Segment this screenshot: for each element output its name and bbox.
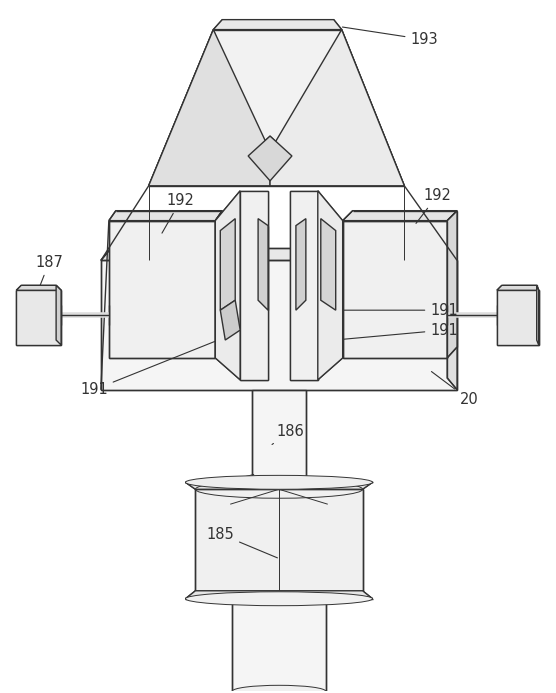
Polygon shape	[497, 286, 539, 290]
Text: 192: 192	[162, 193, 195, 233]
Polygon shape	[109, 220, 215, 358]
Text: 186: 186	[272, 424, 304, 444]
Polygon shape	[342, 220, 447, 358]
Polygon shape	[240, 191, 268, 380]
Text: 20: 20	[431, 371, 478, 407]
Polygon shape	[16, 290, 61, 345]
Text: 191: 191	[337, 322, 458, 340]
Polygon shape	[290, 191, 318, 380]
Polygon shape	[186, 590, 373, 599]
Polygon shape	[258, 219, 268, 310]
Polygon shape	[215, 191, 240, 380]
Text: 191: 191	[80, 341, 216, 397]
Text: 192: 192	[416, 188, 451, 223]
Polygon shape	[537, 286, 539, 345]
Polygon shape	[252, 389, 306, 489]
Polygon shape	[220, 300, 240, 340]
Polygon shape	[214, 19, 342, 30]
Polygon shape	[497, 290, 539, 345]
Text: 188: 188	[270, 148, 319, 184]
Polygon shape	[215, 211, 222, 358]
Polygon shape	[195, 489, 363, 590]
Polygon shape	[101, 249, 457, 261]
Ellipse shape	[186, 475, 373, 489]
Polygon shape	[232, 599, 326, 692]
Text: 187: 187	[35, 255, 63, 288]
Polygon shape	[101, 261, 457, 389]
Text: 191: 191	[337, 303, 458, 317]
Polygon shape	[248, 136, 292, 181]
Text: 193: 193	[342, 27, 438, 47]
Polygon shape	[270, 30, 404, 186]
Polygon shape	[447, 211, 457, 358]
Polygon shape	[318, 191, 342, 380]
Polygon shape	[342, 211, 457, 220]
Polygon shape	[148, 30, 270, 186]
Ellipse shape	[186, 592, 373, 606]
Polygon shape	[321, 219, 336, 310]
Polygon shape	[186, 482, 373, 489]
Polygon shape	[56, 286, 61, 345]
Polygon shape	[148, 30, 404, 186]
Polygon shape	[220, 219, 235, 310]
Polygon shape	[109, 211, 222, 220]
Polygon shape	[296, 219, 306, 310]
Polygon shape	[447, 249, 457, 389]
Text: 185: 185	[206, 527, 277, 558]
Ellipse shape	[232, 685, 326, 693]
Polygon shape	[16, 286, 61, 290]
